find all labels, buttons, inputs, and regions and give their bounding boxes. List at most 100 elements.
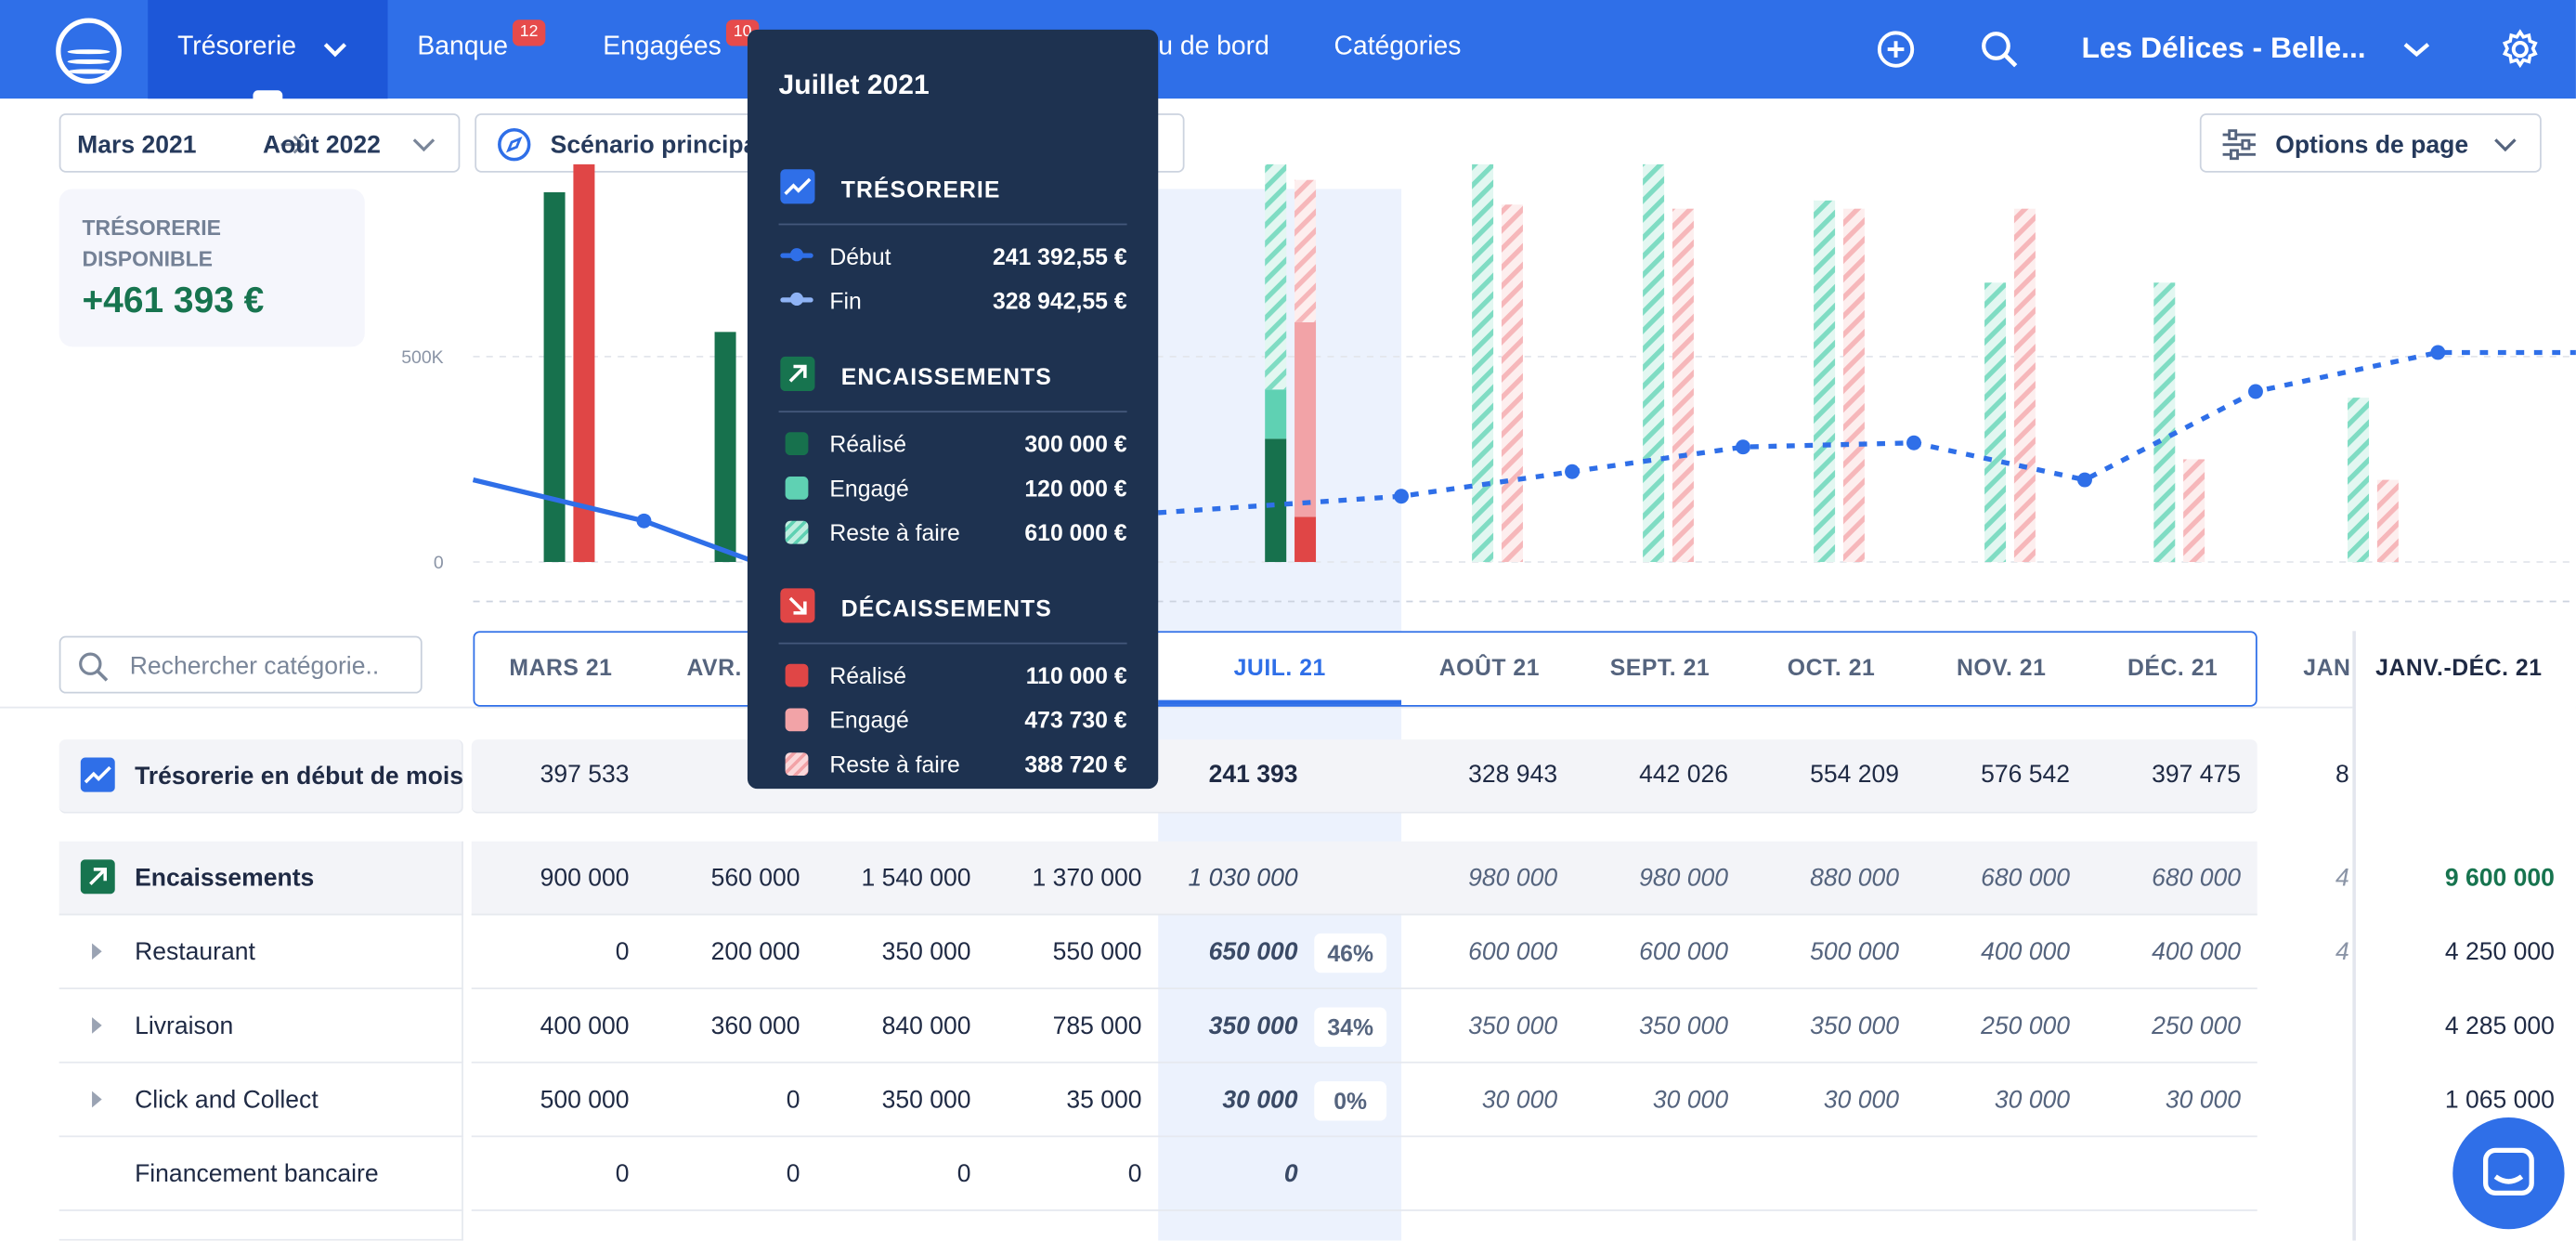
- table-cell[interactable]: 500 000: [540, 1086, 630, 1115]
- table-cell[interactable]: 250 000: [2152, 1012, 2242, 1040]
- month-header[interactable]: OCT. 21: [1787, 654, 1876, 681]
- month-header[interactable]: NOV. 21: [1956, 654, 2047, 681]
- table-cell[interactable]: 0: [615, 938, 630, 967]
- company-selector[interactable]: Les Délices - Belle...: [2081, 31, 2366, 64]
- row-label-encaissements[interactable]: Encaissements: [59, 841, 463, 916]
- row-label-restaurant[interactable]: Restaurant: [59, 915, 463, 989]
- table-cell[interactable]: 328 943: [1468, 761, 1558, 790]
- divider: [778, 411, 1127, 413]
- table-cell[interactable]: 35 000: [1066, 1086, 1142, 1115]
- caret-right-icon[interactable]: [90, 942, 103, 961]
- tooltip-row: Début 241 392,55 €: [780, 242, 1127, 271]
- app-logo-icon[interactable]: [56, 18, 122, 85]
- caret-right-icon[interactable]: [90, 1090, 103, 1109]
- table-cell[interactable]: 0: [615, 1159, 630, 1189]
- table-cell[interactable]: 4: [2335, 938, 2349, 967]
- table-cell[interactable]: 0: [1127, 1159, 1142, 1189]
- tab-banque[interactable]: Banque: [417, 33, 508, 61]
- table-cell[interactable]: 500 000: [1810, 938, 1900, 967]
- plus-circle-icon[interactable]: [1875, 28, 1918, 71]
- table-cell[interactable]: 980 000: [1468, 864, 1558, 893]
- table-cell[interactable]: 397 475: [2152, 761, 2242, 790]
- table-cell[interactable]: 30 000: [1823, 1086, 1900, 1115]
- table-cell[interactable]: 360 000: [710, 1012, 800, 1040]
- table-cell[interactable]: 30 000: [1481, 1086, 1558, 1115]
- table-cell[interactable]: 30 000: [2165, 1086, 2242, 1115]
- search-icon[interactable]: [1978, 28, 2021, 71]
- legend-swatch: [785, 432, 809, 456]
- table-cell[interactable]: 1 370 000: [1032, 864, 1142, 893]
- month-header[interactable]: MARS 21: [509, 654, 613, 681]
- month-header[interactable]: JAN: [2303, 654, 2351, 681]
- tab-tableau-de-bord[interactable]: u de bord: [1158, 33, 1269, 61]
- category-search-input[interactable]: Rechercher catégorie..: [59, 635, 423, 694]
- table-cell[interactable]: 550 000: [1052, 938, 1142, 967]
- table-cell[interactable]: 442 026: [1639, 761, 1729, 790]
- tab-categories[interactable]: Catégories: [1334, 33, 1462, 61]
- table-cell[interactable]: 397 533: [540, 761, 630, 790]
- table-cell[interactable]: 350 000: [1208, 1012, 1298, 1040]
- bar-decaissements-reste: [1295, 179, 1317, 322]
- table-cell[interactable]: 1 030 000: [1188, 864, 1298, 893]
- table-cell[interactable]: 350 000: [881, 938, 971, 967]
- row-label-financement[interactable]: Financement bancaire: [59, 1137, 463, 1211]
- table-cell[interactable]: 840 000: [881, 1012, 971, 1040]
- month-header-selected[interactable]: JUIL. 21: [1233, 654, 1326, 681]
- table-cell[interactable]: 554 209: [1810, 761, 1900, 790]
- tab-tresorerie[interactable]: Trésorerie: [177, 33, 296, 61]
- table-cell[interactable]: 1 540 000: [861, 864, 971, 893]
- table-cell[interactable]: 0: [786, 1159, 800, 1189]
- table-cell[interactable]: 0: [1283, 1159, 1298, 1189]
- table-cell[interactable]: 241 393: [1208, 761, 1298, 790]
- table-cell[interactable]: 30 000: [1652, 1086, 1729, 1115]
- tab-engagees[interactable]: Engagées: [603, 33, 722, 61]
- table-cell[interactable]: 880 000: [1810, 864, 1900, 893]
- chevron-down-icon[interactable]: [2401, 39, 2431, 59]
- table-cell[interactable]: 0: [956, 1159, 971, 1189]
- table-cell[interactable]: 400 000: [540, 1012, 630, 1040]
- table-cell[interactable]: 350 000: [1810, 1012, 1900, 1040]
- table-row: [471, 1137, 2257, 1211]
- table-cell[interactable]: 200 000: [710, 938, 800, 967]
- table-cell[interactable]: 680 000: [2152, 864, 2242, 893]
- chat-widget-button[interactable]: [2452, 1117, 2565, 1230]
- tab-tresorerie-active[interactable]: [148, 0, 388, 100]
- month-header[interactable]: DÉC. 21: [2127, 654, 2218, 681]
- table-cell[interactable]: 350 000: [1639, 1012, 1729, 1040]
- month-header[interactable]: AVR.: [686, 654, 742, 681]
- bar-encaissements: [543, 191, 566, 563]
- month-header[interactable]: AOÛT 21: [1438, 654, 1541, 681]
- table-cell[interactable]: 600 000: [1639, 938, 1729, 967]
- table-cell[interactable]: 30 000: [1222, 1086, 1298, 1115]
- caret-right-icon[interactable]: [90, 1015, 103, 1035]
- table-cell[interactable]: 980 000: [1639, 864, 1729, 893]
- table-cell[interactable]: 680 000: [1981, 864, 2071, 893]
- month-header[interactable]: SEPT. 21: [1609, 654, 1711, 681]
- row-label-click-and-collect[interactable]: Click and Collect: [59, 1063, 463, 1138]
- table-cell[interactable]: 350 000: [1468, 1012, 1558, 1040]
- gear-icon[interactable]: [2499, 28, 2542, 71]
- table-cell[interactable]: 600 000: [1468, 938, 1558, 967]
- chevron-down-icon[interactable]: [322, 39, 348, 59]
- table-cell[interactable]: 400 000: [1981, 938, 2071, 967]
- table-cell[interactable]: 30 000: [1994, 1086, 2071, 1115]
- table-cell[interactable]: 350 000: [881, 1086, 971, 1115]
- page-options-button[interactable]: Options de page: [2199, 113, 2542, 173]
- row-label-livraison[interactable]: Livraison: [59, 988, 463, 1064]
- table-cell[interactable]: 400 000: [2152, 938, 2242, 967]
- cashflow-chart[interactable]: 0500K1000K1500K: [0, 163, 2576, 624]
- table-cell[interactable]: 560 000: [710, 864, 800, 893]
- table-cell[interactable]: 4: [2335, 864, 2349, 893]
- table-cell[interactable]: 576 542: [1981, 761, 2071, 790]
- tooltip-row: Reste à faire 610 000 €: [780, 517, 1127, 547]
- table-cell[interactable]: 785 000: [1052, 1012, 1142, 1040]
- line-solid-icon: [780, 248, 813, 262]
- date-range-selector[interactable]: Mars 2021 Août 2022: [59, 113, 461, 173]
- table-cell[interactable]: 900 000: [540, 864, 630, 893]
- table-cell[interactable]: 0: [786, 1086, 800, 1115]
- row-label-tresorerie[interactable]: Trésorerie en début de mois: [59, 739, 463, 814]
- table-cell[interactable]: 8: [2335, 761, 2349, 790]
- table-cell[interactable]: 250 000: [1981, 1012, 2071, 1040]
- table-cell[interactable]: 650 000: [1208, 938, 1298, 967]
